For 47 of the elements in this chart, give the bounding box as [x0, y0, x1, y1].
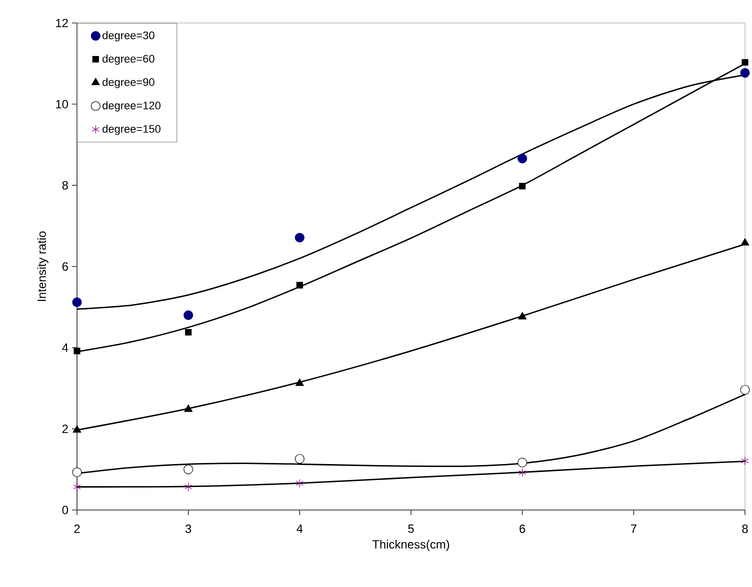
- point: [184, 464, 194, 474]
- y-tick-label: 2: [62, 424, 68, 434]
- point: [184, 482, 192, 492]
- x-tick-label: 6: [520, 524, 526, 533]
- point: [73, 482, 81, 492]
- point: [294, 232, 304, 242]
- point: [72, 297, 82, 307]
- y-tick-label: 4: [62, 344, 68, 352]
- point: [740, 385, 750, 395]
- legend-label: degree=90: [102, 78, 154, 88]
- y-tick-label: 0: [62, 506, 68, 514]
- x-tick-label: 2: [74, 524, 80, 533]
- point: [74, 348, 80, 354]
- point: [742, 59, 748, 66]
- x-tick-label: 7: [630, 524, 636, 533]
- point: [296, 478, 304, 488]
- x-tick-label: 8: [742, 524, 748, 533]
- y-tick-label: 12: [56, 18, 68, 28]
- point: [740, 68, 750, 78]
- y-tick-label: 8: [62, 181, 68, 190]
- legend-label: degree=60: [102, 54, 154, 65]
- point: [184, 310, 194, 320]
- y-tick-label: 10: [56, 100, 68, 108]
- x-tick-label: 3: [185, 524, 192, 533]
- point: [518, 458, 528, 468]
- point: [184, 404, 193, 412]
- x-axis-title: Thickness(cm): [372, 540, 450, 551]
- y-tick-label: 6: [62, 262, 68, 271]
- legend-label: degree=150: [102, 124, 160, 135]
- line-series: [76, 460, 746, 488]
- point: [519, 182, 526, 190]
- point: [518, 468, 526, 477]
- point: [741, 456, 749, 466]
- point: [72, 425, 82, 433]
- point: [294, 454, 304, 464]
- point: [185, 328, 192, 336]
- point: [740, 238, 750, 246]
- legend-label: degree=120: [102, 101, 160, 112]
- legend-label: degree=30: [102, 31, 154, 42]
- point: [72, 467, 82, 478]
- x-tick-label: 5: [408, 524, 414, 533]
- point: [518, 154, 528, 164]
- point: [518, 312, 527, 320]
- point: [295, 378, 304, 386]
- x-tick-label: 4: [296, 524, 303, 533]
- point: [296, 282, 303, 288]
- y-axis-title: Intensity ratio: [37, 231, 48, 301]
